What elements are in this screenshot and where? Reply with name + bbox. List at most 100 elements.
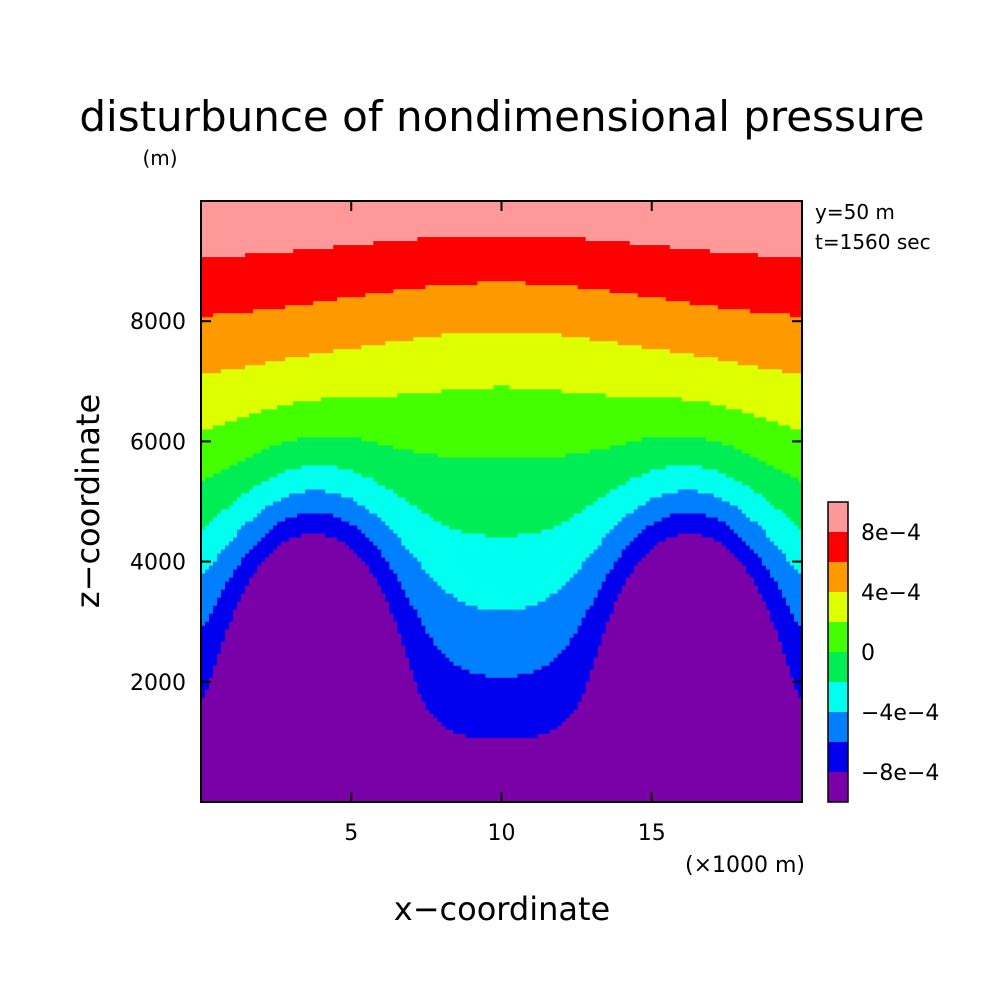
contour-cell: [373, 541, 402, 547]
colorbar-swatch: [828, 682, 848, 712]
contour-cell: [393, 489, 611, 495]
contour-cell: [201, 441, 282, 447]
contour-cell: [297, 513, 334, 519]
contour-cell: [417, 557, 587, 563]
contour-cell: [573, 573, 607, 579]
contour-cell: [349, 545, 378, 551]
contour-cell: [733, 477, 799, 483]
contour-cell: [201, 741, 802, 747]
contour-cell: [421, 565, 583, 571]
contour-cell: [585, 681, 795, 687]
contour-cell: [585, 689, 799, 695]
contour-cell: [609, 569, 635, 575]
contour-cell: [729, 549, 755, 555]
contour-cell: [201, 397, 322, 402]
contour-cell: [453, 729, 551, 735]
contour-cell: [225, 585, 246, 591]
contour-cell: [773, 505, 802, 511]
contour-cell: [253, 545, 278, 551]
contour-cell: [781, 645, 802, 651]
contour-cell: [201, 737, 802, 743]
contour-cell: [625, 581, 755, 587]
x-tick-label: 5: [344, 821, 358, 846]
contour-cell: [661, 493, 715, 499]
contour-cell: [201, 413, 250, 418]
contour-cell: [777, 581, 802, 587]
contour-cell: [285, 517, 342, 523]
contour-cell: [285, 357, 719, 362]
contour-cell: [281, 497, 354, 503]
contour-cell: [361, 557, 386, 563]
contour-cell: [269, 529, 362, 535]
contour-cell: [241, 593, 386, 599]
contour-cell: [577, 701, 802, 707]
contour-cell: [201, 377, 802, 382]
contour-cell: [385, 557, 418, 563]
contour-cell: [205, 621, 230, 627]
contour-cell: [201, 633, 226, 639]
contour-cell: [237, 605, 390, 611]
contour-cell: [549, 593, 599, 599]
contour-cell: [681, 397, 802, 402]
contour-cell: [233, 569, 258, 575]
contour-cell: [201, 493, 242, 499]
contour-cell: [201, 405, 278, 410]
contour-cell: [213, 425, 791, 430]
contour-cell: [385, 593, 406, 599]
contour-cell: [201, 313, 214, 318]
contour-cell: [265, 505, 366, 511]
contour-cell: [249, 489, 306, 495]
contour-cell: [201, 561, 214, 567]
contour-cell: [357, 553, 382, 559]
contour-cell: [345, 541, 374, 547]
contour-cell: [293, 249, 711, 254]
contour-cell: [745, 513, 787, 519]
contour-cell: [765, 417, 802, 422]
annotation-t: t=1560 sec: [815, 230, 931, 254]
contour-cell: [677, 489, 699, 495]
contour-cell: [589, 553, 623, 559]
contour-cell: [289, 493, 342, 499]
contour-cell: [541, 529, 611, 535]
contour-cell: [609, 617, 771, 623]
contour-cell: [209, 617, 234, 623]
contour-cell: [257, 513, 298, 519]
contour-cell: [629, 541, 659, 547]
contour-cell: [369, 537, 402, 543]
contour-cell: [229, 577, 250, 583]
contour-cell: [341, 517, 382, 523]
contour-cell: [705, 437, 802, 442]
contour-cell: [377, 577, 398, 583]
contour-cell: [761, 525, 799, 531]
contour-cell: [569, 637, 603, 643]
contour-cell: [289, 537, 338, 543]
contour-cell: [433, 577, 571, 583]
contour-cell: [201, 693, 206, 699]
contour-cell: [201, 353, 310, 358]
contour-cell: [757, 253, 802, 258]
contour-cell: [201, 681, 210, 687]
contour-cell: [401, 541, 603, 547]
contour-cell: [605, 629, 779, 635]
contour-cell: [613, 565, 635, 571]
contour-cell: [785, 661, 802, 667]
contour-cell: [201, 341, 386, 346]
contour-cell: [469, 669, 535, 675]
contour-cell: [629, 241, 802, 246]
contour-cell: [593, 501, 647, 507]
contour-cell: [753, 577, 775, 583]
contour-cell: [301, 533, 326, 539]
contour-cell: [741, 449, 802, 455]
contour-cell: [653, 521, 727, 527]
contour-cell: [749, 453, 802, 459]
contour-cell: [749, 573, 771, 579]
contour-cell: [561, 389, 802, 394]
contour-cell: [201, 505, 230, 511]
contour-cell: [413, 337, 591, 342]
contour-cell: [397, 393, 607, 398]
contour-cell: [769, 569, 799, 575]
contour-cell: [241, 557, 266, 563]
contour-cell: [717, 305, 802, 310]
contour-cell: [373, 241, 631, 246]
contour-cell: [357, 501, 410, 507]
